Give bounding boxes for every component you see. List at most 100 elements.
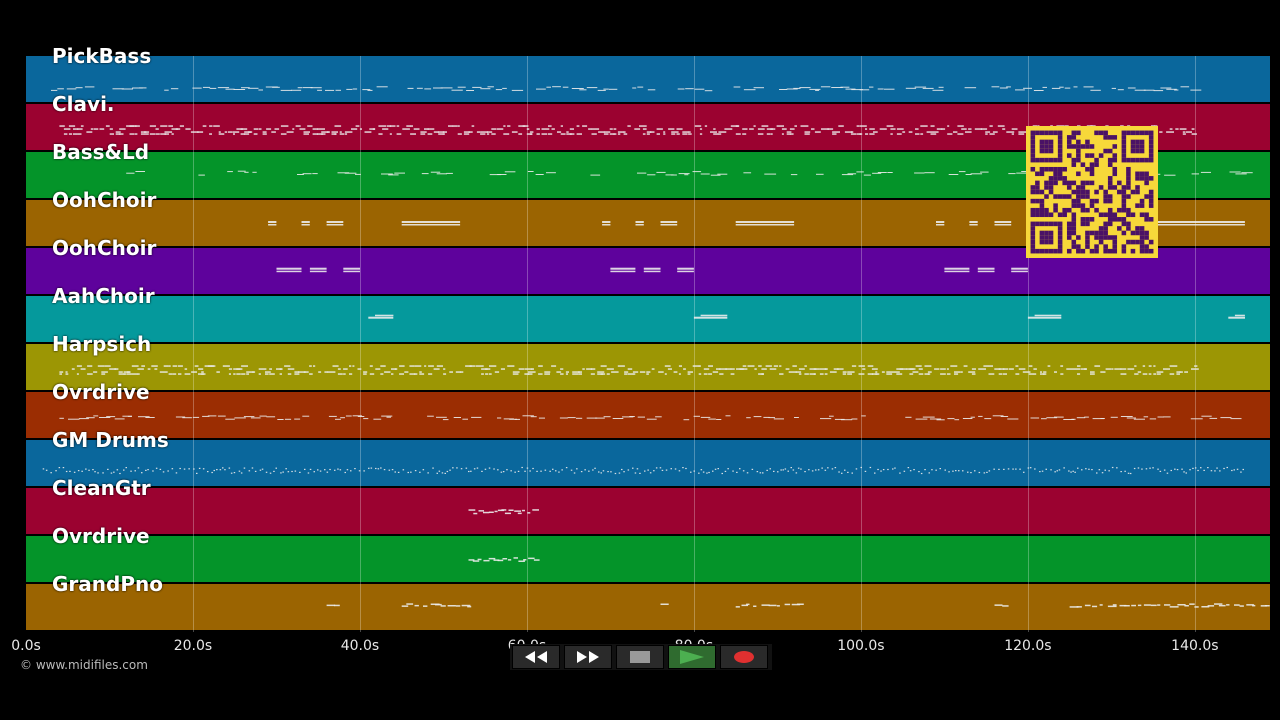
note xyxy=(532,467,534,470)
note xyxy=(977,270,995,273)
note xyxy=(317,89,322,91)
note xyxy=(998,373,1003,375)
note xyxy=(68,125,76,127)
note xyxy=(757,128,765,130)
note xyxy=(914,172,925,174)
note xyxy=(134,470,136,472)
note xyxy=(164,89,169,91)
note xyxy=(890,128,896,130)
note xyxy=(453,417,461,418)
note xyxy=(334,133,337,135)
note xyxy=(1096,472,1098,474)
note xyxy=(768,604,777,607)
note xyxy=(344,133,348,135)
note xyxy=(127,415,132,417)
note xyxy=(764,173,777,175)
note xyxy=(727,468,729,470)
note xyxy=(420,133,426,135)
note xyxy=(134,125,140,127)
note xyxy=(827,467,829,469)
note xyxy=(832,131,840,133)
note xyxy=(782,469,784,471)
gridline xyxy=(526,56,528,632)
note xyxy=(299,471,301,473)
note xyxy=(936,128,943,130)
record-button[interactable] xyxy=(720,645,768,669)
note xyxy=(947,133,953,135)
note xyxy=(240,472,243,474)
note xyxy=(572,373,578,375)
note xyxy=(678,173,690,175)
note xyxy=(887,172,893,173)
note xyxy=(627,373,634,375)
note xyxy=(513,557,518,559)
note xyxy=(929,418,942,420)
note xyxy=(851,418,858,420)
note xyxy=(1133,467,1136,470)
note xyxy=(1084,416,1089,418)
note xyxy=(1059,86,1064,88)
note xyxy=(114,368,119,370)
note xyxy=(419,371,422,373)
note xyxy=(182,417,192,419)
note xyxy=(500,471,503,473)
play-button[interactable] xyxy=(668,645,716,669)
note xyxy=(918,373,924,375)
note xyxy=(1002,605,1009,607)
note xyxy=(1114,368,1122,370)
track-label: GrandPno xyxy=(52,572,163,596)
note xyxy=(1019,468,1021,470)
note xyxy=(809,373,816,375)
note xyxy=(112,88,124,90)
note xyxy=(1120,416,1133,417)
rewind-button[interactable] xyxy=(512,645,560,669)
note xyxy=(551,365,557,367)
track-label: Clavi. xyxy=(52,92,115,116)
note xyxy=(763,416,770,418)
note xyxy=(905,416,912,418)
fast-forward-button[interactable] xyxy=(564,645,612,669)
note xyxy=(1174,89,1179,91)
note xyxy=(569,128,574,130)
note xyxy=(419,373,425,375)
note xyxy=(800,125,809,127)
note xyxy=(344,172,357,174)
note xyxy=(1137,604,1142,607)
note xyxy=(792,365,797,367)
note xyxy=(971,368,976,370)
note xyxy=(310,87,322,89)
note xyxy=(635,221,644,223)
note xyxy=(410,125,413,127)
note xyxy=(438,133,444,135)
note xyxy=(1071,418,1076,420)
note xyxy=(137,368,144,370)
note xyxy=(119,133,124,135)
note xyxy=(466,90,474,91)
note xyxy=(1189,469,1191,471)
note xyxy=(258,368,267,370)
note xyxy=(944,469,946,471)
note xyxy=(69,470,71,472)
note xyxy=(368,467,370,469)
note xyxy=(1077,373,1081,375)
note xyxy=(198,373,204,375)
note xyxy=(610,471,612,473)
note xyxy=(742,128,748,130)
note xyxy=(983,365,989,367)
note xyxy=(735,133,741,135)
note xyxy=(147,469,149,471)
note xyxy=(497,174,507,175)
note xyxy=(295,125,301,127)
note xyxy=(442,131,447,133)
note xyxy=(1033,368,1037,370)
note xyxy=(647,174,656,176)
note xyxy=(903,470,906,472)
gridline xyxy=(693,56,695,632)
note xyxy=(171,128,179,130)
note xyxy=(646,131,652,133)
stop-button[interactable] xyxy=(616,645,664,669)
note xyxy=(391,368,397,370)
note xyxy=(512,371,520,373)
note xyxy=(1030,417,1040,419)
note xyxy=(761,604,770,606)
